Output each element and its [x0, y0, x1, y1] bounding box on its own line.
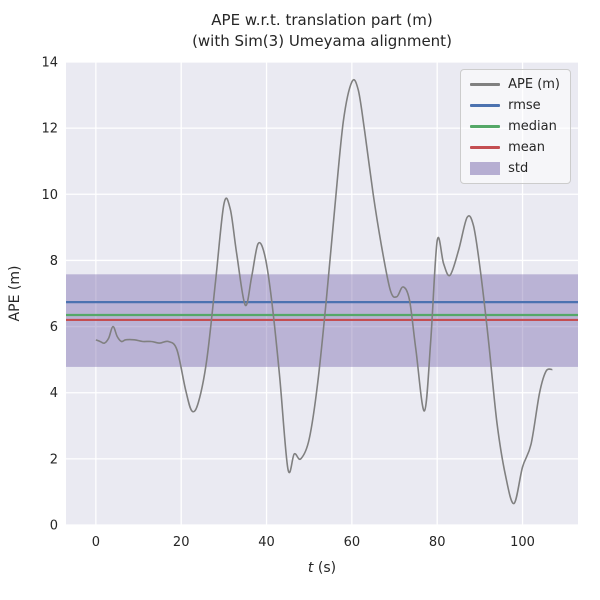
- legend-patch-swatch: [470, 162, 501, 175]
- legend-line-swatch: [470, 83, 501, 86]
- y-tick-label: 6: [50, 320, 58, 335]
- x-tick-label: 100: [510, 535, 535, 550]
- legend-label: median: [508, 119, 557, 134]
- y-tick-label: 8: [50, 254, 58, 269]
- x-tick-label: 80: [429, 535, 446, 550]
- legend-label: rmse: [508, 98, 541, 113]
- legend-item-std: std: [470, 161, 560, 176]
- y-tick-label: 0: [50, 519, 58, 534]
- x-tick-label: 0: [92, 535, 100, 550]
- legend-line-swatch: [470, 125, 501, 128]
- y-tick-label: 12: [41, 122, 58, 137]
- x-axis-label: t (s): [308, 560, 336, 576]
- legend-label: std: [508, 161, 529, 176]
- legend-line-swatch: [470, 146, 501, 149]
- legend-item-median: median: [470, 119, 560, 134]
- legend-line-swatch: [470, 104, 501, 107]
- legend-item-ape-m: APE (m): [470, 77, 560, 92]
- x-tick-label: 60: [344, 535, 361, 550]
- y-tick-label: 2: [50, 452, 58, 467]
- chart-title-line1: APE w.r.t. translation part (m): [211, 11, 433, 29]
- legend: APE (m) rmse median mean std: [460, 69, 571, 184]
- y-tick-label: 4: [50, 386, 58, 401]
- x-tick-label: 20: [173, 535, 190, 550]
- chart-title-line2: (with Sim(3) Umeyama alignment): [192, 32, 452, 50]
- y-tick-label: 10: [41, 188, 58, 203]
- legend-item-mean: mean: [470, 140, 560, 155]
- y-tick-label: 14: [41, 56, 58, 71]
- chart-title: APE w.r.t. translation part (m) (with Si…: [66, 10, 578, 52]
- legend-item-rmse: rmse: [470, 98, 560, 113]
- ape-line: [95, 78, 553, 505]
- legend-label: APE (m): [508, 77, 560, 92]
- x-tick-label: 40: [258, 535, 275, 550]
- legend-label: mean: [508, 140, 545, 155]
- y-axis-label: APE (m): [7, 266, 23, 322]
